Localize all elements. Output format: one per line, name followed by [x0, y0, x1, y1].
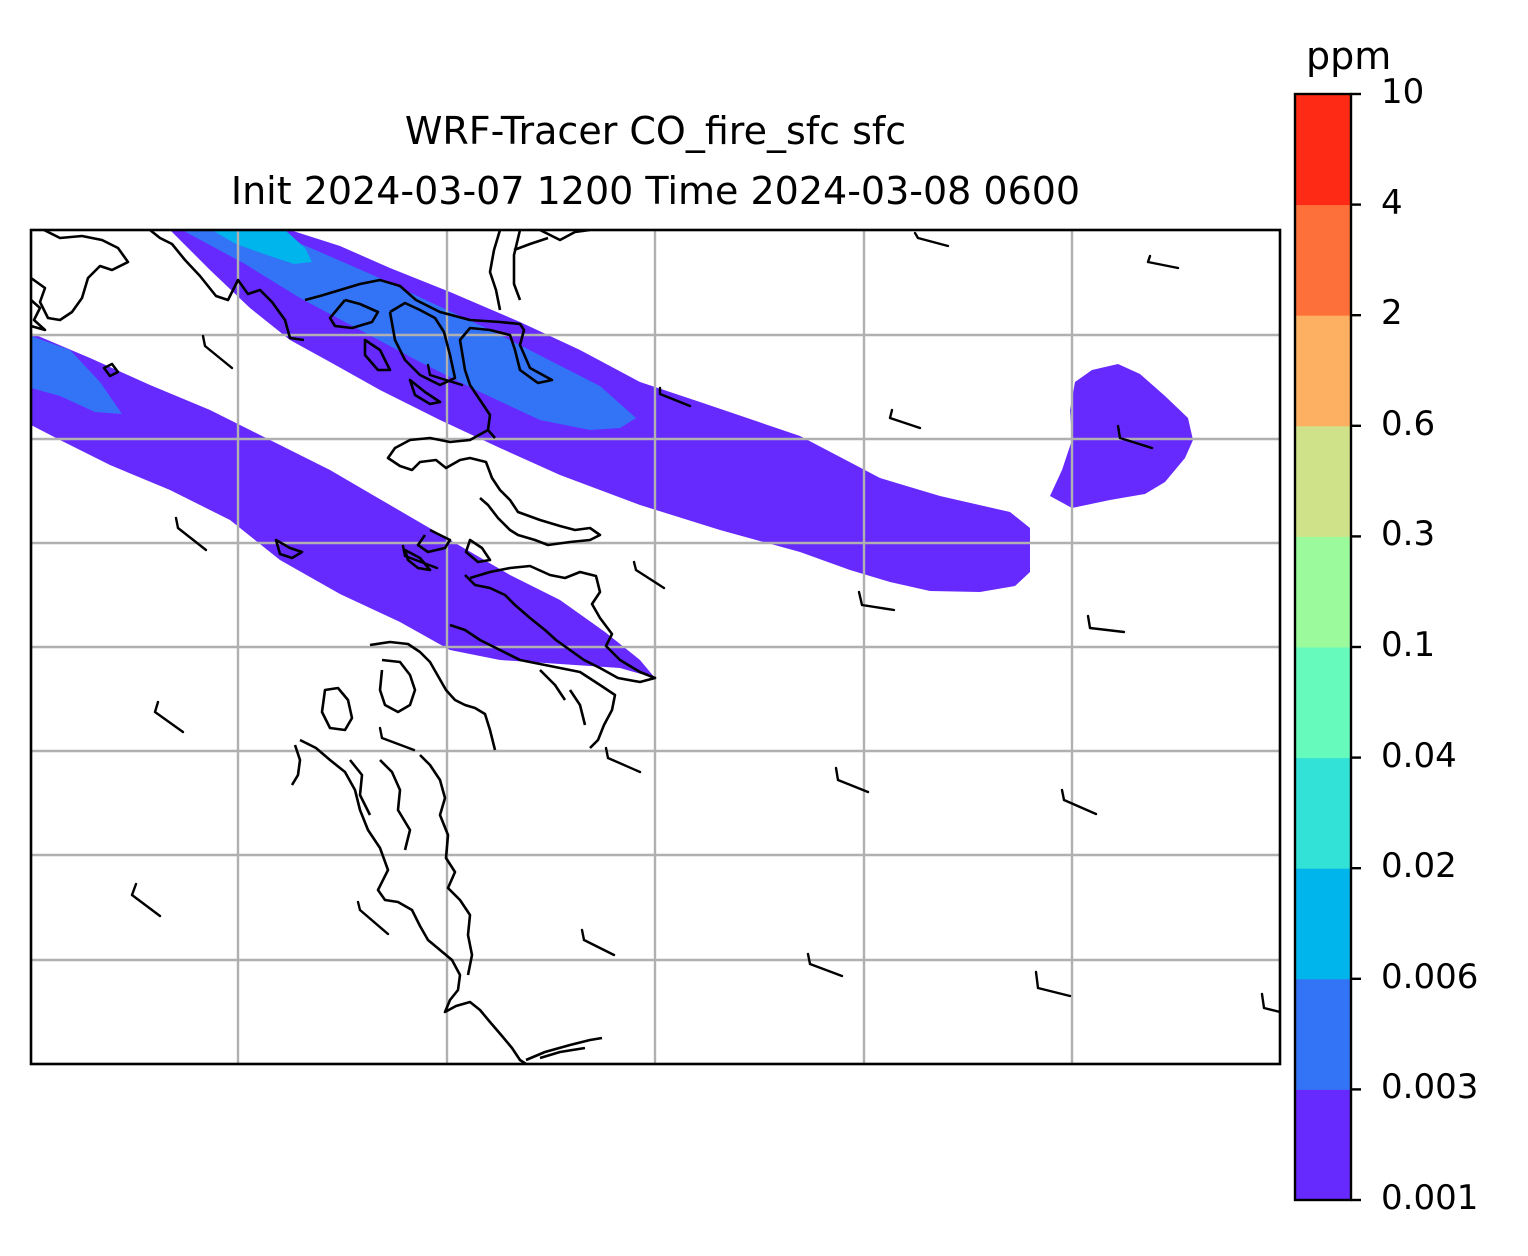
colorbar-tick-label: 10 — [1381, 72, 1425, 112]
coastline-south-end — [525, 1036, 603, 1062]
wind-barb — [1260, 992, 1280, 1014]
coastline-peninsula — [388, 301, 457, 387]
colorbar-block — [1295, 868, 1351, 980]
colorbar-block — [1295, 978, 1351, 1090]
coastline-mid-coast — [386, 428, 602, 547]
wind-barb — [426, 363, 464, 387]
colorbar-block — [1295, 204, 1351, 316]
wind-barb — [604, 746, 642, 774]
colorbar-tick-label: 0.1 — [1381, 625, 1436, 665]
coastline-inlet-b — [328, 298, 380, 330]
wind-barb — [130, 882, 162, 918]
colorbar-block — [1295, 94, 1351, 206]
coastline-inlet-a — [304, 278, 554, 439]
wind-barb — [658, 386, 692, 408]
coastline-river-north — [488, 230, 591, 311]
colorbar-tick-label: 4 — [1381, 182, 1403, 223]
wind-barb — [201, 334, 234, 370]
coastline-puget-west — [369, 640, 497, 751]
wind-barb — [806, 952, 844, 978]
colorbar-block — [1295, 536, 1351, 648]
coastline-puget-south — [299, 738, 527, 1064]
wind-barb — [632, 560, 666, 590]
coastline-inlet-c — [363, 338, 392, 372]
wind-barb — [834, 766, 870, 794]
plume-lower-level2 — [31, 336, 122, 414]
coastline-puget-east — [348, 754, 474, 976]
colorbar-tick-label: 0.006 — [1381, 956, 1479, 997]
colorbar-tick-marks — [1351, 92, 1361, 1202]
wind-barb — [1086, 614, 1126, 634]
colorbar-block — [1295, 425, 1351, 537]
wind-barb — [1034, 970, 1072, 998]
coastline-mid-inlet3 — [403, 548, 432, 572]
map-area — [31, 230, 1280, 1064]
plume-east-blob-level1 — [1050, 364, 1193, 508]
wind-barb — [401, 544, 439, 570]
wind-barb — [174, 516, 208, 552]
wind-barbs — [130, 231, 1280, 1014]
coastline-mid-inlet2 — [464, 538, 492, 564]
wind-barb — [1146, 254, 1180, 270]
map-frame — [29, 228, 1282, 1066]
chart-title-line-2: Init 2024-03-07 1200 Time 2024-03-08 060… — [230, 169, 1081, 213]
wind-barb — [1060, 788, 1098, 816]
colorbar — [1293, 92, 1361, 1202]
coastline-lower-coast — [464, 564, 657, 684]
coastline-hood-canal — [290, 744, 302, 786]
wind-barb — [153, 700, 185, 734]
coastline-island-west2 — [102, 362, 120, 378]
coastline-puget-islands — [320, 686, 354, 732]
colorbar-tick-label: 0.04 — [1381, 735, 1457, 776]
wind-barb — [580, 928, 616, 957]
colorbar-tick-label: 2 — [1381, 293, 1403, 334]
wind-barb — [356, 900, 390, 936]
colorbar-unit-label: ppm — [1306, 34, 1392, 78]
coastline-inlet-d — [408, 378, 442, 406]
wind-barb — [378, 726, 416, 752]
coastline-north-shore — [149, 230, 305, 342]
colorbar-block — [1295, 315, 1351, 427]
wind-barb — [857, 590, 896, 612]
tracer-contours — [31, 230, 1193, 678]
colorbar-tick-label: 0.02 — [1381, 846, 1457, 887]
coastline-nw-islands — [31, 299, 47, 332]
coastline-northwest — [31, 230, 130, 322]
colorbar-tick-label: 0.003 — [1381, 1067, 1479, 1108]
colorbar-tick-label: 0.001 — [1381, 1178, 1479, 1218]
gridlines — [31, 230, 1280, 1064]
coastline-mid-inlet — [416, 528, 452, 554]
colorbar-blocks — [1295, 94, 1351, 1201]
plume-upper-level2 — [182, 230, 636, 430]
chart-title-line-1: WRF-Tracer CO_fire_sfc sfc — [404, 109, 907, 153]
colorbar-block — [1295, 757, 1351, 869]
colorbar-block — [1295, 1089, 1351, 1201]
colorbar-tick-label: 0.3 — [1381, 514, 1436, 555]
wind-barb — [1116, 424, 1154, 450]
colorbar-tick-label: 0.6 — [1381, 403, 1436, 444]
coastline-island-west — [274, 538, 304, 560]
wind-barb — [913, 231, 950, 248]
coastline-sound — [449, 623, 617, 749]
coastlines — [31, 230, 657, 1064]
wind-barb — [888, 408, 922, 430]
colorbar-block — [1295, 647, 1351, 759]
